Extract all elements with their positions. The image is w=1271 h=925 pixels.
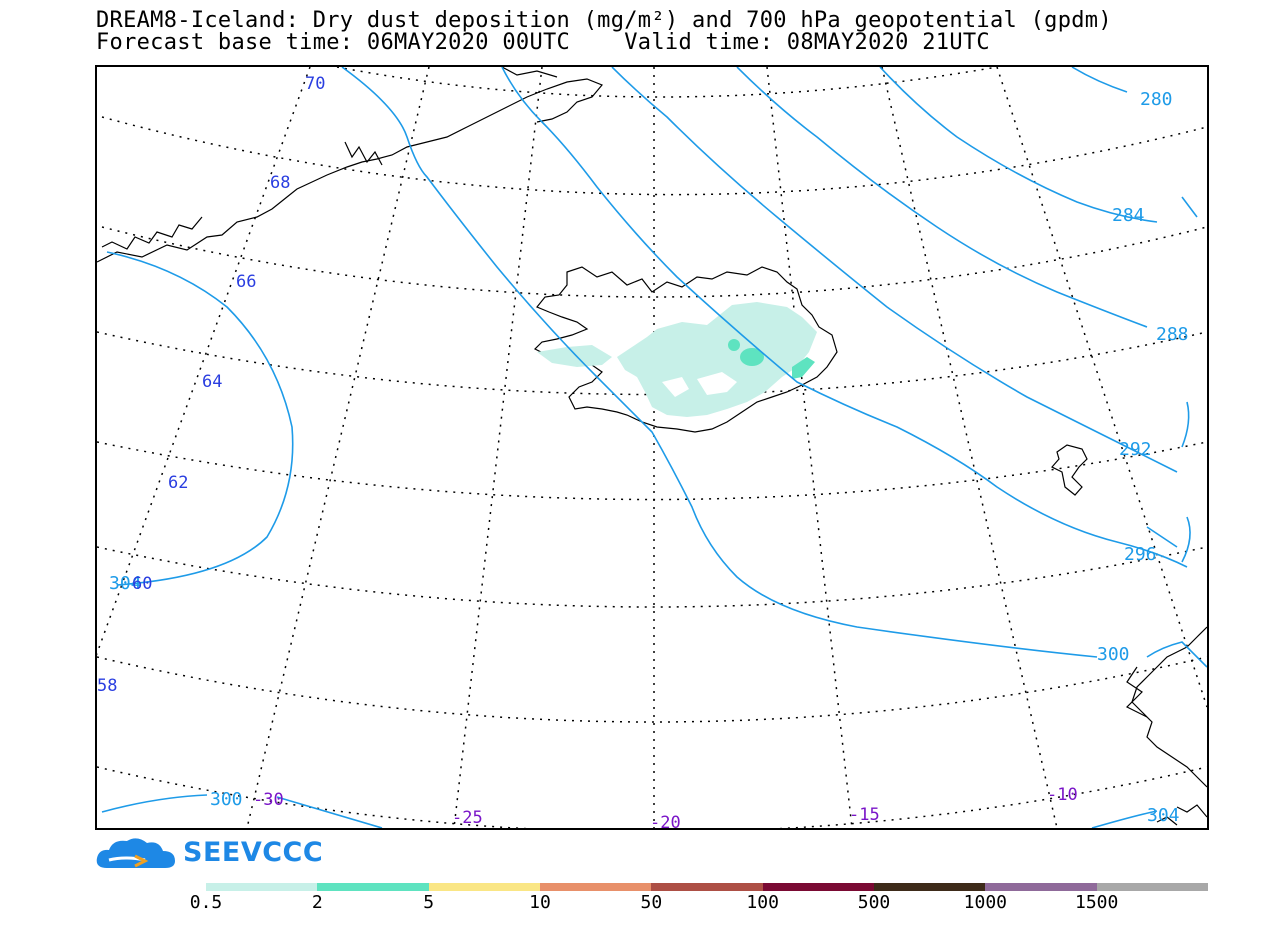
longitude-label: -10 xyxy=(1047,785,1078,805)
contour-label: 280 xyxy=(1140,89,1173,110)
longitude-label: -30 xyxy=(253,790,284,810)
legend-label: 100 xyxy=(746,892,779,913)
latitude-label: 70 xyxy=(305,74,325,94)
latitude-label: 64 xyxy=(202,372,222,392)
longitude-label: -15 xyxy=(849,805,880,825)
contour-label: 304 xyxy=(1147,805,1180,826)
seevccc-logo: SEEVCCC xyxy=(95,834,323,874)
contour-label: 288 xyxy=(1156,324,1189,345)
legend-swatch xyxy=(762,883,874,891)
latitude-label: 62 xyxy=(168,473,188,493)
longitude-label: -20 xyxy=(650,813,681,828)
legend-labels: 0.5 2 5 10 50 100 500 1000 1500 xyxy=(150,892,1270,914)
contour-label: 300 xyxy=(1097,644,1130,665)
map-canvas: 280 284 288 292 296 300 304 300 304 70 6… xyxy=(97,67,1207,828)
latitude-label: 68 xyxy=(270,173,290,193)
dust-area-light xyxy=(617,302,817,417)
graticule-meridians xyxy=(97,67,1207,828)
legend-label: 50 xyxy=(640,892,663,913)
legend-label: 0.5 xyxy=(189,892,223,913)
legend-swatch xyxy=(873,883,986,891)
contour-label: 304 xyxy=(109,573,142,594)
logo-text: SEEVCCC xyxy=(183,837,324,868)
geopotential-contours xyxy=(101,67,1207,828)
legend-swatch xyxy=(1096,883,1208,891)
latitude-label: 60 xyxy=(132,574,152,594)
legend-label: 1000 xyxy=(963,892,1008,913)
contour-label: 284 xyxy=(1112,205,1145,226)
graticule-parallels xyxy=(97,67,1207,828)
cloud-arrow-icon xyxy=(96,838,175,868)
legend-swatch xyxy=(539,883,652,891)
legend-label: 10 xyxy=(529,892,551,913)
contour-label: 300 xyxy=(210,789,243,810)
legend-label: 500 xyxy=(857,892,891,913)
legend-swatch xyxy=(206,883,318,891)
legend-swatch xyxy=(428,883,540,891)
latitude-label-group: 70 68 66 64 62 60 58 xyxy=(97,74,325,696)
latitude-label: 58 xyxy=(97,676,117,696)
map-title: DREAM8-Iceland: Dry dust deposition (mg/… xyxy=(96,10,1112,54)
greenland-coastline xyxy=(97,67,603,263)
title-line-2: Forecast base time: 06MAY2020 00UTC Vali… xyxy=(96,30,990,55)
title-line-1: DREAM8-Iceland: Dry dust deposition (mg/… xyxy=(96,8,1112,33)
legend-label: 5 xyxy=(423,892,435,913)
legend-swatch xyxy=(985,883,1097,891)
contour-label: 292 xyxy=(1119,439,1152,460)
iceland xyxy=(533,266,838,433)
contour-label: 296 xyxy=(1124,544,1157,565)
longitude-label: -25 xyxy=(452,808,483,828)
longitude-label-group: -30 -25 -20 -15 -10 xyxy=(253,785,1078,828)
dust-area-medium xyxy=(740,348,764,366)
latitude-label: 66 xyxy=(236,272,256,292)
legend-swatch xyxy=(317,883,429,891)
legend-colorbar xyxy=(206,883,1208,891)
scandinavia-coastline xyxy=(1051,444,1207,826)
legend-swatch xyxy=(651,883,763,891)
legend-label: 1500 xyxy=(1074,892,1119,913)
contour-label-group: 280 284 288 292 296 300 304 300 304 xyxy=(109,89,1189,826)
map-frame: 280 284 288 292 296 300 304 300 304 70 6… xyxy=(95,65,1209,830)
legend-label: 2 xyxy=(311,892,323,913)
